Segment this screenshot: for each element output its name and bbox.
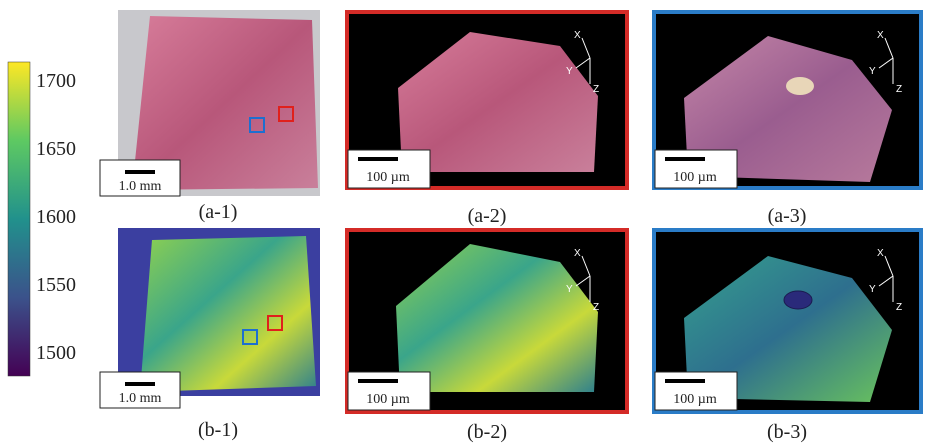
scale-label: 100 µm: [366, 170, 410, 185]
axis-label: Y: [869, 284, 876, 295]
colorbar-gradient: [8, 62, 30, 376]
scale-label: 1.0 mm: [119, 391, 162, 406]
colorbar-tick-label: 1600: [36, 206, 76, 228]
scale-label: 100 µm: [366, 392, 410, 407]
axis-label: Z: [896, 302, 902, 313]
colorbar-tick-label: 1550: [36, 274, 76, 296]
axis-label: Z: [896, 84, 902, 95]
axis-label: X: [877, 30, 884, 41]
colorbar: 1700 1650 1600 1550 1500: [8, 62, 76, 376]
scale-label: 100 µm: [673, 170, 717, 185]
axis-label: X: [574, 248, 581, 259]
scale-label: 100 µm: [673, 392, 717, 407]
vessel: [784, 291, 812, 309]
panel-label: (a-1): [199, 201, 238, 223]
axis-label: Z: [593, 84, 599, 95]
vessel: [786, 77, 814, 95]
axis-label: Y: [566, 66, 573, 77]
panel-label: (b-2): [467, 421, 507, 443]
axis-label: X: [574, 30, 581, 41]
panel-label: (b-1): [198, 419, 238, 441]
colorbar-tick-label: 1650: [36, 138, 76, 160]
colorbar-tick-label: 1700: [36, 70, 76, 92]
panel-label: (a-3): [768, 205, 807, 227]
panel-label: (a-2): [468, 205, 507, 227]
panel-label: (b-3): [767, 421, 807, 443]
colorbar-tick-label: 1500: [36, 342, 76, 364]
axis-label: Z: [593, 302, 599, 313]
axis-label: Y: [869, 66, 876, 77]
axis-label: X: [877, 248, 884, 259]
scale-label: 1.0 mm: [119, 179, 162, 194]
axis-label: Y: [566, 284, 573, 295]
figure: 1700 1650 1600 1550 1500 1.0 mm (a-1) 1.0 mm…: [0, 0, 925, 443]
map-image: [140, 236, 316, 392]
